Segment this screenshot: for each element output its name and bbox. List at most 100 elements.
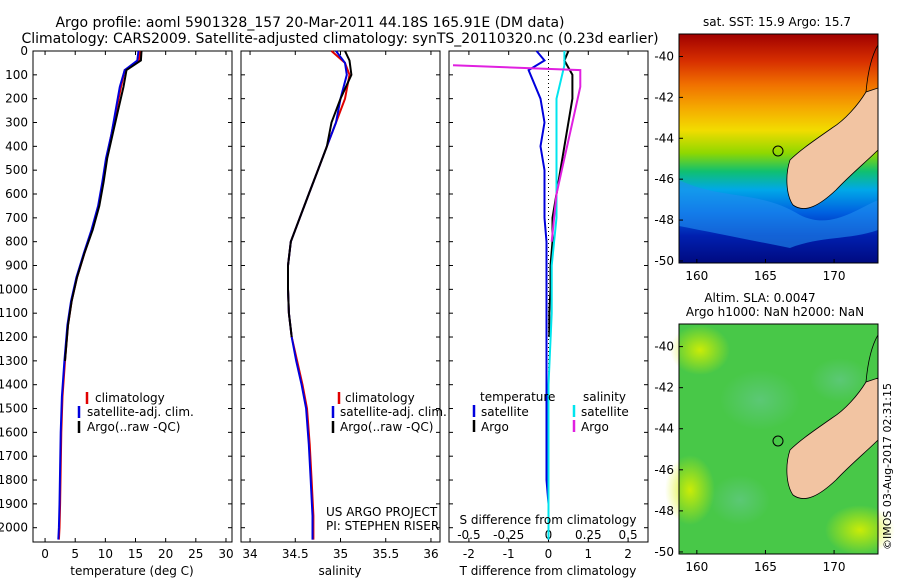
map-y-tick-label: -44 [654,131,674,145]
temperature-plot: 0 5 10 15 20 25 30 [41,50,234,561]
map-x-tick-label: 170 [823,269,846,283]
depth-tick-label: 300 [5,116,28,130]
map-x-tick-label: 160 [685,560,708,574]
map-x-tick-label: 165 [754,560,777,574]
map-y-tick-label: -48 [654,504,674,518]
series-line-argo-raw-qc- [287,50,353,338]
series-line-salinity-satellite [547,51,566,540]
depth-tick-label: 1600 [0,425,28,439]
depth-tick-label: 1100 [0,306,28,320]
depth-tick-label: 1000 [0,282,28,296]
argo-position-marker [772,435,784,447]
depth-tick-label: 100 [5,68,28,82]
legend-header-salinity: salinity [583,390,626,404]
sla-anomaly [710,475,770,525]
x-tick-label: 0 [545,547,553,561]
temperature-xlabel: temperature (deg C) [70,564,193,578]
x-tick-label: 34.5 [282,547,309,561]
x-tick-label-secondary: -0.25 [493,528,524,542]
depth-tick-label: 500 [5,163,28,177]
s-difference-xlabel: S difference from climatology [460,513,637,527]
sla-map: Altim. SLA: 0.0047 Argo h1000: NaN h2000… [654,291,895,574]
map-y-tick-label: -48 [654,213,674,227]
x-tick-label: 0 [41,547,49,561]
legend-label-climatology: climatology [95,391,165,405]
depth-tick-label: 800 [5,235,28,249]
sla-map-title-2: Argo h1000: NaN h2000: NaN [686,305,864,319]
coastline [865,44,879,93]
x-tick-label: 35.5 [372,547,399,561]
legend-label-s-argo: Argo [581,420,609,434]
depth-tick-label: 1300 [0,354,28,368]
series-line-temperature-satellite [527,50,550,540]
depth-tick-label: 600 [5,187,28,201]
coastline [865,334,879,383]
legend-label-climatology: climatology [345,391,415,405]
legend-label-t-satellite: satellite [481,405,529,419]
map-y-tick-label: -46 [654,463,674,477]
land-mass [786,377,879,499]
sst-axes: 160 165 170 -40 -42 -44 -46 -48 -50 [654,49,845,283]
map-y-tick-label: -50 [654,254,674,268]
depth-tick-label: 1500 [0,402,28,416]
x-tick-label: 5 [71,547,79,561]
argo-position-marker [772,145,784,157]
sla-map-frame [678,323,879,555]
sst-map: sat. SST: 15.9 Argo: 15.7 160 165 170 -40 -4… [654,15,879,283]
legend-label-argo: Argo(..raw -QC) [340,420,433,434]
x-tick-label-secondary: 0.5 [619,528,638,542]
header-line1: Argo profile: aoml 5901328_157 20-Mar-20… [55,15,564,31]
map-y-tick-label: -42 [654,381,674,395]
depth-tick-label: 900 [5,259,28,273]
sla-anomaly [720,370,800,430]
x-tick-label: 34 [242,547,257,561]
sst-front [679,180,878,248]
x-tick-label: 2 [624,547,632,561]
depth-tick-label: 1800 [0,473,28,487]
legend-label-argo: Argo(..raw -QC) [87,420,180,434]
depth-axis: 0 100 200 300 400 500 600 700 800 900 1000 1100 1200… [0,44,648,535]
map-y-tick-label: -46 [654,172,674,186]
difference-legend: temperature salinity satellite Argo sate… [472,390,629,434]
sla-anomaly [810,358,870,402]
x-tick-label-secondary: 0.25 [575,528,602,542]
sla-anomaly [665,455,715,525]
project-label: US ARGO PROJECT [326,505,438,519]
x-tick-label: 20 [158,547,173,561]
x-tick-label: 36 [423,547,438,561]
legend-label-satellite: satellite-adj. clim. [340,405,447,419]
legend-label-t-argo: Argo [481,420,509,434]
salinity-panel [240,50,441,543]
legend-label-s-satellite: satellite [581,405,629,419]
depth-tick-label: 400 [5,139,28,153]
x-tick-label: 10 [98,547,113,561]
x-tick-label: 35 [333,547,348,561]
depth-tick-label: 1900 [0,497,28,511]
depth-tick-label: 1700 [0,449,28,463]
sla-anomaly [670,325,730,375]
land-mass [786,87,879,209]
depth-tick-label: 200 [5,92,28,106]
map-y-tick-label: -40 [654,49,674,63]
map-y-tick-label: -50 [654,545,674,559]
header-line2: Climatology: CARS2009. Satellite-adjuste… [21,31,658,47]
sla-axes: 160 165 170 -40 -42 -44 -46 -48 -50 [654,340,845,574]
legend-label-satellite: satellite-adj. clim. [87,405,194,419]
x-tick-label: 1 [584,547,592,561]
map-y-tick-label: -44 [654,422,674,436]
imos-footer: ©IMOS 03-Aug-2017 02:31:15 [881,383,894,550]
map-y-tick-label: -42 [654,90,674,104]
depth-tick-label: 1200 [0,330,28,344]
depth-tick-label: 1400 [0,378,28,392]
series-line-salinity-argo [452,64,582,242]
depth-tick-label: 2000 [0,521,28,535]
pi-label: PI: STEPHEN RISER [326,519,439,533]
t-difference-xlabel: T difference from climatology [459,564,637,578]
temperature-panel [32,50,233,543]
salinity-plot: 34 34.5 35 35.5 36 [242,50,439,561]
map-y-tick-label: -40 [654,340,674,354]
x-tick-label: 15 [128,547,143,561]
map-x-tick-label: 160 [685,269,708,283]
